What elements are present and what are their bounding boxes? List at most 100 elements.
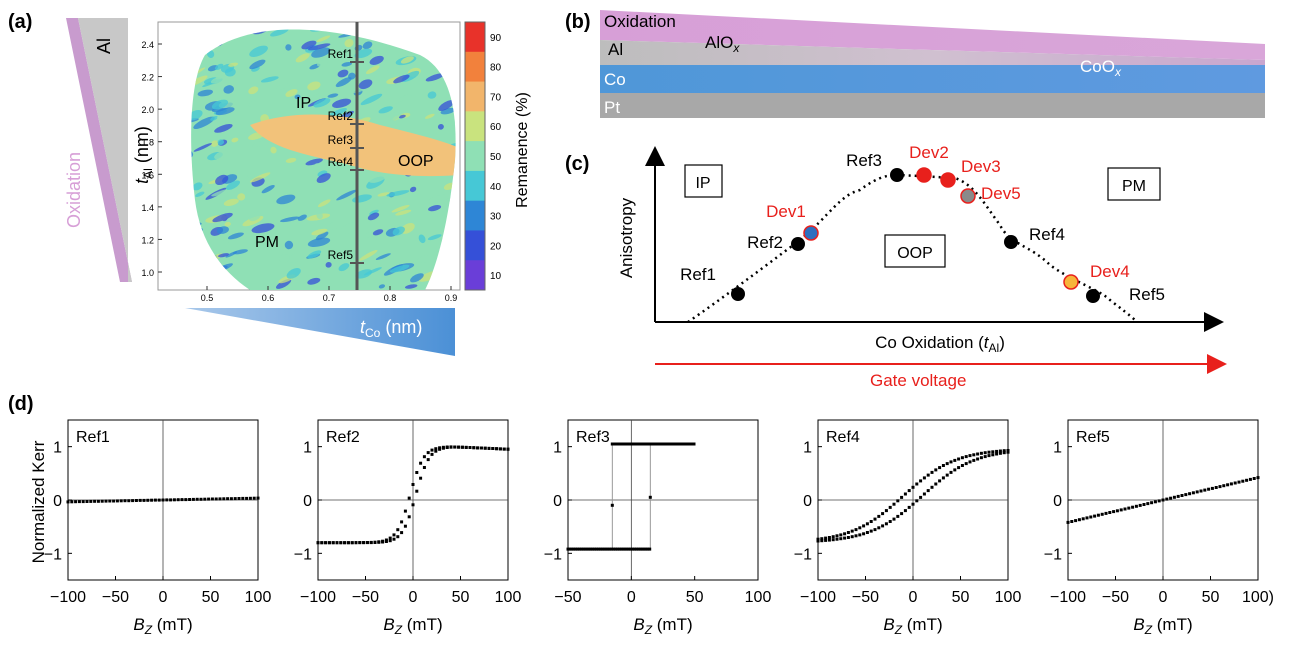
ref-tick-label: Ref1 [328,47,354,61]
heatmap-speckle [332,98,352,108]
heatmap-speckle [308,43,331,51]
heatmap-speckle [225,251,238,258]
heatmap-speckle [389,264,410,273]
heatmap-speckle [211,188,233,197]
heatmap-speckle [252,139,275,147]
kerr-data-point [354,541,358,545]
kerr-data-point [964,455,968,459]
kerr-data-point [634,547,638,551]
kerr-data-point [161,498,165,502]
colorbar-tick-label: 40 [490,182,502,193]
kerr-data-point [976,457,980,461]
kerr-data-point [495,447,499,451]
kerr-data-point [820,539,824,543]
kerr-data-point [869,529,873,533]
pt-layer [600,93,1265,118]
kerr-data-point [1214,486,1218,489]
kerr-data-point [1157,499,1161,503]
kerr-data-point [1199,489,1203,493]
heatmap-speckle [297,214,307,221]
dev-point [960,188,976,204]
kerr-data-point [1100,512,1104,516]
heatmap-speckle [362,41,373,50]
heatmap-x-tick-label: 0.8 [384,293,397,303]
kerr-data-point [324,541,328,545]
kerr-data-point [96,499,100,503]
kerr-data-point [576,547,579,551]
heatmap-speckle [344,38,354,48]
heatmap-y-tick-label: 1.8 [141,138,154,148]
kerr-data-point [608,547,612,551]
heatmap-speckle [408,29,431,37]
kerr-data-point [134,499,138,502]
kerr-data-point [637,442,641,446]
heatmap-speckle [270,29,289,37]
heatmap-speckle [395,209,412,216]
heatmap-speckle [387,111,401,121]
heatmap-speckle [367,212,380,221]
heatmap-speckle [359,249,378,261]
heatmap-x-tick-label: 0.9 [445,293,458,303]
kerr-data-point [392,537,396,541]
kerr-data-point [339,541,343,545]
heatmap-y-tick-label: 1.6 [141,170,154,180]
kerr-data-point [1115,509,1119,513]
kerr-data-point [941,464,945,467]
kerr-data-point [335,541,339,545]
kerr-data-point [426,451,430,455]
heatmap-speckle [192,182,203,191]
heatmap-speckle [232,249,248,255]
kerr-data-point [449,445,453,449]
heatmap-speckle [249,172,271,183]
ref-tick-label: Ref5 [328,248,354,262]
kerr-data-point [606,547,610,551]
kerr-data-point [472,446,476,450]
kerr-data-point [907,505,911,509]
kerr-data-point [945,462,949,466]
d-y-axis-label: Normalized Kerr [29,440,48,563]
kerr-data-point [577,547,581,551]
kerr-data-point [934,468,938,472]
colorbar-tick-label: 80 [490,63,502,74]
kerr-data-point [1002,449,1006,453]
kerr-data-point [422,455,426,459]
kerr-data-point [426,458,430,462]
kerr-data-point [1134,504,1138,508]
heatmap-speckle [366,65,380,75]
kerr-data-point [692,442,696,446]
colorbar-frame [464,21,486,291]
heatmap-speckle [288,250,306,263]
kerr-data-point [316,541,320,545]
kerr-data-point [858,533,862,537]
kerr-data-point [1104,511,1108,515]
kerr-data-point [1210,486,1214,490]
kerr-x-tick-label: 100 [245,589,272,606]
kerr-data-point [199,497,203,501]
kerr-data-point [633,442,637,446]
kerr-data-point [1096,513,1100,517]
kerr-data-point [1222,484,1226,488]
kerr-data-point [926,473,930,477]
kerr-data-point [581,547,585,551]
kerr-data-point [415,489,419,493]
heatmap-y-tick-label: 2.2 [141,73,154,83]
heatmap-speckle [276,83,291,90]
kerr-data-point [441,446,445,450]
kerr-data-point [498,447,502,451]
kerr-y-tick-label: 0 [1053,493,1062,510]
svg-text:IP: IP [695,175,710,192]
kerr-data-point [362,541,366,545]
heatmap-speckle [387,66,395,75]
kerr-data-point [650,442,654,446]
kerr-x-axis-label: BZ (mT) [1133,615,1192,637]
kerr-data-point [1180,494,1184,497]
kerr-data-point [816,539,820,543]
kerr-data-point [384,540,388,543]
heatmap-speckle [316,35,331,43]
kerr-data-point [854,528,858,532]
kerr-data-point [1131,505,1135,509]
al-layer [600,40,1265,65]
kerr-data-point [623,547,627,551]
kerr-data-point [667,442,671,446]
